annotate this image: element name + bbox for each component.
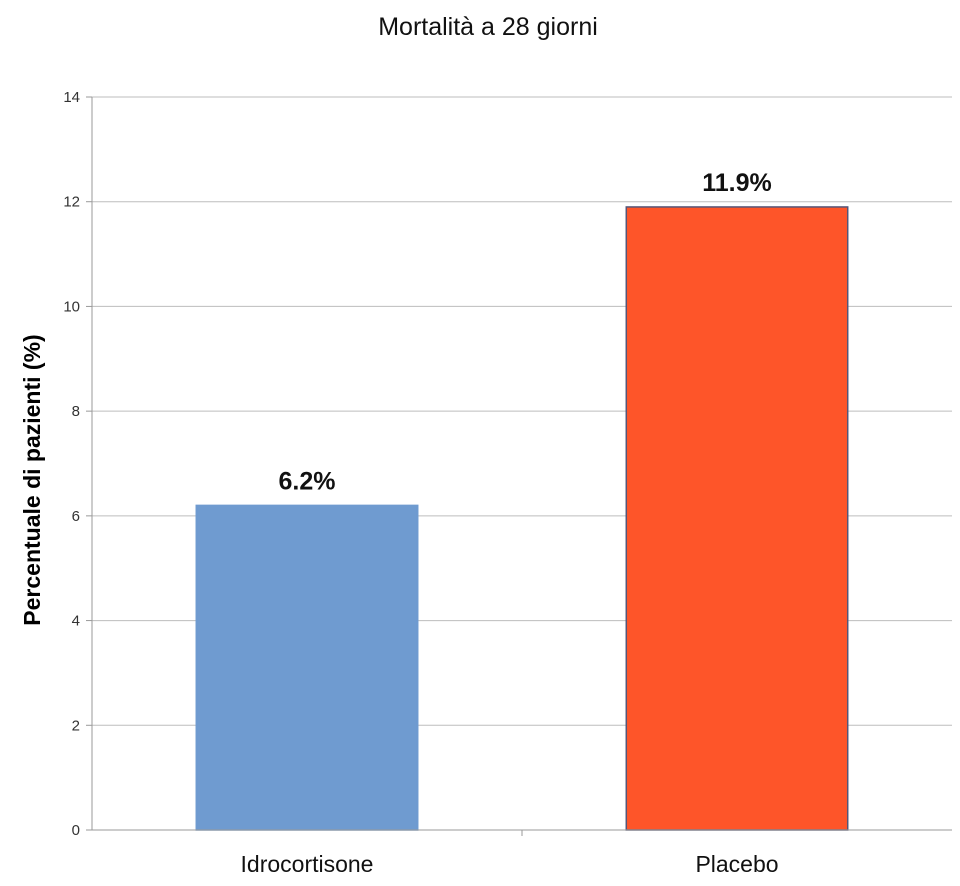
y-tick-label: 10 bbox=[63, 298, 80, 315]
category-label-idrocortisone: Idrocortisone bbox=[241, 851, 374, 877]
y-tick-label: 6 bbox=[72, 508, 80, 525]
y-tick-label: 0 bbox=[72, 822, 80, 839]
y-tick-label: 8 bbox=[72, 403, 80, 420]
bar-placebo bbox=[625, 206, 849, 831]
y-tick-label: 4 bbox=[72, 613, 80, 630]
axes bbox=[86, 96, 952, 836]
category-labels: Idrocortisone Placebo bbox=[241, 851, 779, 877]
chart-title: Mortalità a 28 giorni bbox=[378, 13, 598, 41]
y-axis-label: Percentuale di pazienti (%) bbox=[19, 334, 45, 625]
data-labels: 6.2% 11.9% bbox=[279, 169, 772, 495]
bars bbox=[195, 206, 849, 831]
data-label-idrocortisone: 6.2% bbox=[279, 467, 336, 495]
y-tick-label: 12 bbox=[63, 194, 80, 211]
y-tick-label: 2 bbox=[72, 717, 80, 734]
category-label-placebo: Placebo bbox=[695, 851, 778, 877]
y-tick-labels: 0 2 4 6 8 10 12 14 bbox=[63, 89, 80, 839]
bar-idrocortisone bbox=[195, 504, 419, 831]
y-tick-label: 14 bbox=[63, 89, 80, 106]
data-label-placebo: 11.9% bbox=[702, 169, 772, 197]
